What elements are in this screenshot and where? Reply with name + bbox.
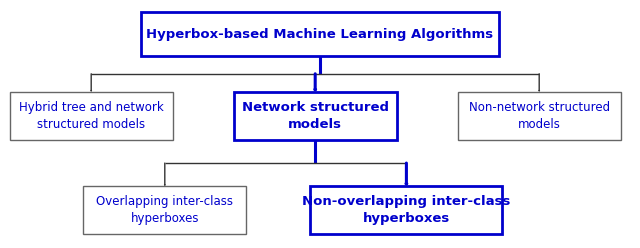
- Text: Network structured
models: Network structured models: [242, 101, 388, 131]
- FancyBboxPatch shape: [141, 12, 499, 56]
- FancyBboxPatch shape: [458, 92, 621, 140]
- FancyBboxPatch shape: [10, 92, 173, 140]
- FancyBboxPatch shape: [310, 186, 502, 234]
- FancyBboxPatch shape: [83, 186, 246, 234]
- Text: Overlapping inter-class
hyperboxes: Overlapping inter-class hyperboxes: [96, 195, 234, 225]
- Text: Hybrid tree and network
structured models: Hybrid tree and network structured model…: [19, 101, 164, 131]
- Text: Non-overlapping inter-class
hyperboxes: Non-overlapping inter-class hyperboxes: [302, 195, 511, 225]
- FancyBboxPatch shape: [234, 92, 397, 140]
- Text: Hyperbox-based Machine Learning Algorithms: Hyperbox-based Machine Learning Algorith…: [147, 28, 493, 41]
- Text: Non-network structured
models: Non-network structured models: [468, 101, 610, 131]
